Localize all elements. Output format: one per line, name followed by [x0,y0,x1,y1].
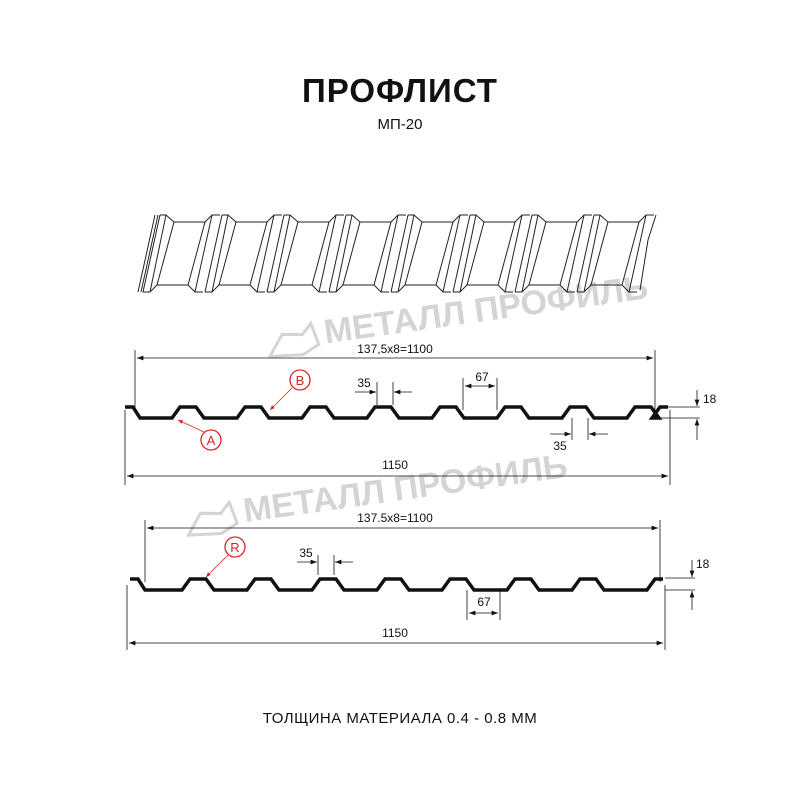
sheet-edge [621,221,640,286]
sheet-edge [590,221,609,286]
profile-top: 137,5x8=1100 1150 35 67 35 18 B A [124,342,717,485]
sheet-edge [311,221,330,286]
dim-18-label: 18 [703,392,717,406]
sheet-edge [318,214,337,293]
sheet-edge [559,221,578,286]
sheet-edge [142,214,161,293]
sheet-edge [504,214,523,293]
watermark-1: МЕТАЛЛ ПРОФИЛЬ [267,268,651,358]
profile-bottom: 137.5x8=1100 1150 35 67 18 R [126,511,710,650]
sheet-edge [205,284,265,293]
dim-35-bottom-label: 35 [553,439,567,453]
sheet-edge [532,214,592,223]
sheet-edge [328,214,347,293]
sheet-edge [280,221,299,286]
model-subtitle: МП-20 [377,116,423,133]
sheet-edge [218,221,237,286]
sheet-edge [515,284,575,293]
dim-1150-label: 1150 [382,458,408,472]
dim-67-label: 67 [477,595,491,609]
sheet-edge [466,221,485,286]
marker-r [224,536,246,558]
sheet-edge [521,214,539,293]
sheet-edge [187,221,206,286]
sheet-edge [514,214,533,293]
profile-bottom-line [130,577,663,592]
sheet-edge [373,221,392,286]
sheet-edge [266,214,285,293]
sheet-edge [140,214,159,293]
sheet-edge [452,214,471,293]
marker-b-label: B [296,373,305,388]
sheet-edge [442,214,461,293]
marker-b [289,369,311,391]
sheet-edge [222,214,282,223]
sheet-edge [583,214,601,293]
sheet-edge [267,284,327,293]
sheet-edge [566,214,585,293]
dim-1100-label: 137.5x8=1100 [357,511,433,525]
profile-top-line [125,405,668,420]
sheet-edge [404,221,423,286]
sheet-edge [628,214,647,293]
sheet-edge [194,214,213,293]
watermark-text: МЕТАЛЛ ПРОФИЛЬ [322,268,651,351]
sheet-edge [160,214,220,223]
sheet-edge [204,214,223,293]
dim-67-label: 67 [475,370,489,384]
sheet-edge [390,214,409,293]
sheet-edge [594,214,654,223]
sheet-edge [329,284,389,293]
marker-r-label: R [230,540,239,555]
sheet-edge [528,221,547,286]
sheet-edge [342,221,361,286]
sheet-edge [380,214,399,293]
sheet-edge [149,214,167,293]
dim-1150-label: 1150 [382,626,408,640]
sheet-edge [137,214,156,293]
sheet-edge [143,284,203,293]
sheet-edge [397,214,415,293]
sheet-edge [453,284,513,293]
sheet-edge [335,214,353,293]
dim-1100-label: 137,5x8=1100 [357,342,433,356]
sheet-edge [346,214,406,223]
sheet-edge [576,214,595,293]
sheet-edge [273,214,291,293]
dim-35-label: 35 [357,376,371,390]
sheet-edge [459,214,477,293]
dim-35-label: 35 [299,546,313,560]
sheet-edge [577,284,637,293]
sheet-3d-view [137,214,657,293]
marker-a-label: A [207,433,216,448]
marker-a [200,429,222,451]
page-title: ПРОФЛИСТ [302,72,498,109]
sheet-edge [284,214,344,223]
sheet-edge [156,221,175,286]
sheet-edge [256,214,275,293]
sheet-edge [639,214,657,291]
sheet-edge [497,221,516,286]
sheet-edge [391,284,451,293]
sheet-edge [249,221,268,286]
sheet-edge [211,214,229,293]
dim-18-label: 18 [696,557,710,571]
sheet-edge [470,214,530,223]
material-thickness: ТОЛЩИНА МАТЕРИАЛА 0.4 - 0.8 ММ [262,710,538,727]
sheet-edge [408,214,468,223]
sheet-edge [435,221,454,286]
